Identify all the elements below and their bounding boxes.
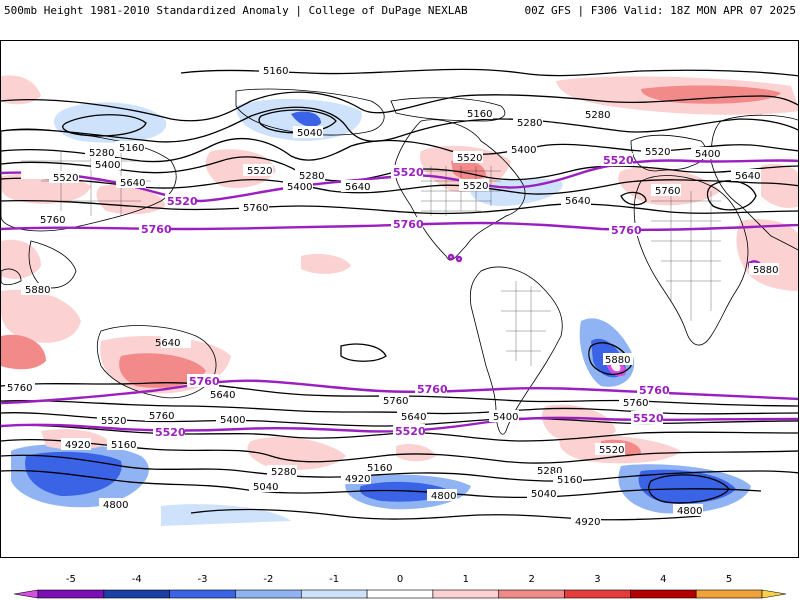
- contour-label: 5160: [467, 109, 492, 120]
- contour-label: 5160: [111, 440, 136, 451]
- colorbar-max-extend: [761, 589, 787, 599]
- contour-label: 5520: [645, 147, 670, 158]
- contour-label-5520: 5520: [155, 426, 186, 439]
- header-valid-time: 00Z GFS | F306 Valid: 18Z MON APR 07 202…: [524, 4, 796, 17]
- contour-label-5760: 5760: [189, 375, 220, 388]
- height-contour-labels: 5160 5040 5280 5160 5400 5520 5640 5760 …: [5, 64, 779, 528]
- contour-label: 5760: [623, 398, 648, 409]
- contour-label-5520: 5520: [633, 412, 664, 425]
- contour-label-5760: 5760: [639, 384, 670, 397]
- contour-label: 4920: [345, 474, 370, 485]
- contour-label: 5040: [531, 489, 556, 500]
- contour-label: 5760: [383, 396, 408, 407]
- contour-label: 5880: [25, 285, 50, 296]
- colorbar-tick-label: -4: [131, 574, 142, 585]
- contour-label-5520: 5520: [395, 425, 426, 438]
- colorbar-graphic: [13, 589, 787, 599]
- contour-label: 5520: [247, 166, 272, 177]
- header-title: 500mb Height 1981-2010 Standardized Anom…: [4, 4, 468, 17]
- colorbar-cell: [37, 589, 105, 599]
- contour-label-5520: 5520: [603, 154, 634, 167]
- contour-label: 5160: [367, 463, 392, 474]
- contour-label: 5520: [101, 416, 126, 427]
- contour-label-5760: 5760: [393, 218, 424, 231]
- contour-label: 5280: [585, 110, 610, 121]
- colorbar-cell: [300, 589, 368, 599]
- colorbar-tick-label: 1: [462, 574, 469, 585]
- contour-label: 5760: [243, 203, 268, 214]
- colorbar-cell: [366, 589, 434, 599]
- contour-label: 5760: [655, 186, 680, 197]
- colorbar-tick-label: 4: [660, 574, 667, 585]
- contour-label: 5520: [457, 153, 482, 164]
- contour-label: 5400: [95, 160, 120, 171]
- contour-label: 5640: [735, 171, 760, 182]
- colorbar-tick-label: -2: [263, 574, 274, 585]
- colorbar-tick-label: 3: [594, 574, 601, 585]
- contour-label: 5400: [493, 412, 518, 423]
- contour-label-5520: 5520: [393, 166, 424, 179]
- colorbar-tick-label: -3: [197, 574, 208, 585]
- colorbar-tick-label: 5: [725, 574, 733, 585]
- contour-label-5760: 5760: [141, 223, 172, 236]
- colorbar-cell: [432, 589, 500, 599]
- contour-label: 5280: [299, 171, 324, 182]
- contour-label: 5760: [149, 411, 174, 422]
- contour-label: 5040: [253, 482, 278, 493]
- contour-label: 5520: [53, 173, 78, 184]
- contour-label: 5760: [40, 215, 65, 226]
- colorbar-cell: [498, 589, 565, 599]
- contour-label: 5640: [565, 196, 590, 207]
- contour-label: 5280: [537, 466, 562, 477]
- positive-anomaly-shading: [1, 75, 798, 470]
- highlight-contour-labels: 5520 5520 5520 5520 5760 5760 5760 5760 …: [21, 153, 670, 439]
- contour-label: 4800: [103, 500, 128, 511]
- contour-label-5760: 5760: [611, 224, 642, 237]
- colorbar-tick-label: -5: [65, 574, 76, 585]
- contour-label: 5640: [155, 338, 180, 349]
- colorbar-min-extend: [13, 589, 39, 599]
- contour-label: 5640: [210, 390, 235, 401]
- contour-label: 5640: [345, 182, 370, 193]
- colorbar-tick-label: -1: [329, 574, 340, 585]
- colorbar-cell: [564, 589, 631, 599]
- colorbar-cell: [169, 589, 236, 599]
- contour-label: 4920: [575, 517, 600, 528]
- anomaly-map: 5160 5040 5280 5160 5400 5520 5640 5760 …: [0, 40, 799, 558]
- colorbar-tick-label: 2: [528, 574, 535, 585]
- contour-label: 5400: [220, 415, 245, 426]
- colorbar-tick-label: 0: [396, 574, 404, 585]
- contour-label: 5520: [599, 445, 624, 456]
- contour-label: 5160: [263, 66, 288, 77]
- contour-label: 5280: [271, 467, 296, 478]
- contour-label-5760: 5760: [417, 383, 448, 396]
- contour-label: 5280: [517, 118, 542, 129]
- contour-label: 5280: [89, 148, 114, 159]
- contour-label: 5400: [287, 182, 312, 193]
- contour-label-5520: 5520: [167, 195, 198, 208]
- colorbar-cell: [695, 589, 763, 599]
- contour-label: 5640: [120, 178, 145, 189]
- contour-label: 4800: [431, 491, 456, 502]
- colorbar: -5 -4 -3 -2 -1 0 1 2 3 4 5: [0, 574, 800, 600]
- contour-label: 4920: [65, 440, 90, 451]
- contour-label: 5760: [7, 383, 32, 394]
- coastlines: [1, 88, 798, 435]
- colorbar-cell: [235, 589, 302, 599]
- contour-label: 5400: [511, 145, 536, 156]
- contour-label: 5880: [753, 265, 778, 276]
- contour-label: 5160: [557, 475, 582, 486]
- contour-label: 5400: [695, 149, 720, 160]
- contour-label: 5520: [463, 181, 488, 192]
- contour-label: 4800: [677, 506, 702, 517]
- colorbar-cell: [103, 589, 170, 599]
- contour-label: 5160: [119, 143, 144, 154]
- map-canvas: 5160 5040 5280 5160 5400 5520 5640 5760 …: [1, 64, 798, 528]
- colorbar-cell: [630, 589, 697, 599]
- contour-label: 5040: [297, 128, 322, 139]
- contour-label: 5640: [401, 412, 426, 423]
- contour-label: 5880: [605, 355, 630, 366]
